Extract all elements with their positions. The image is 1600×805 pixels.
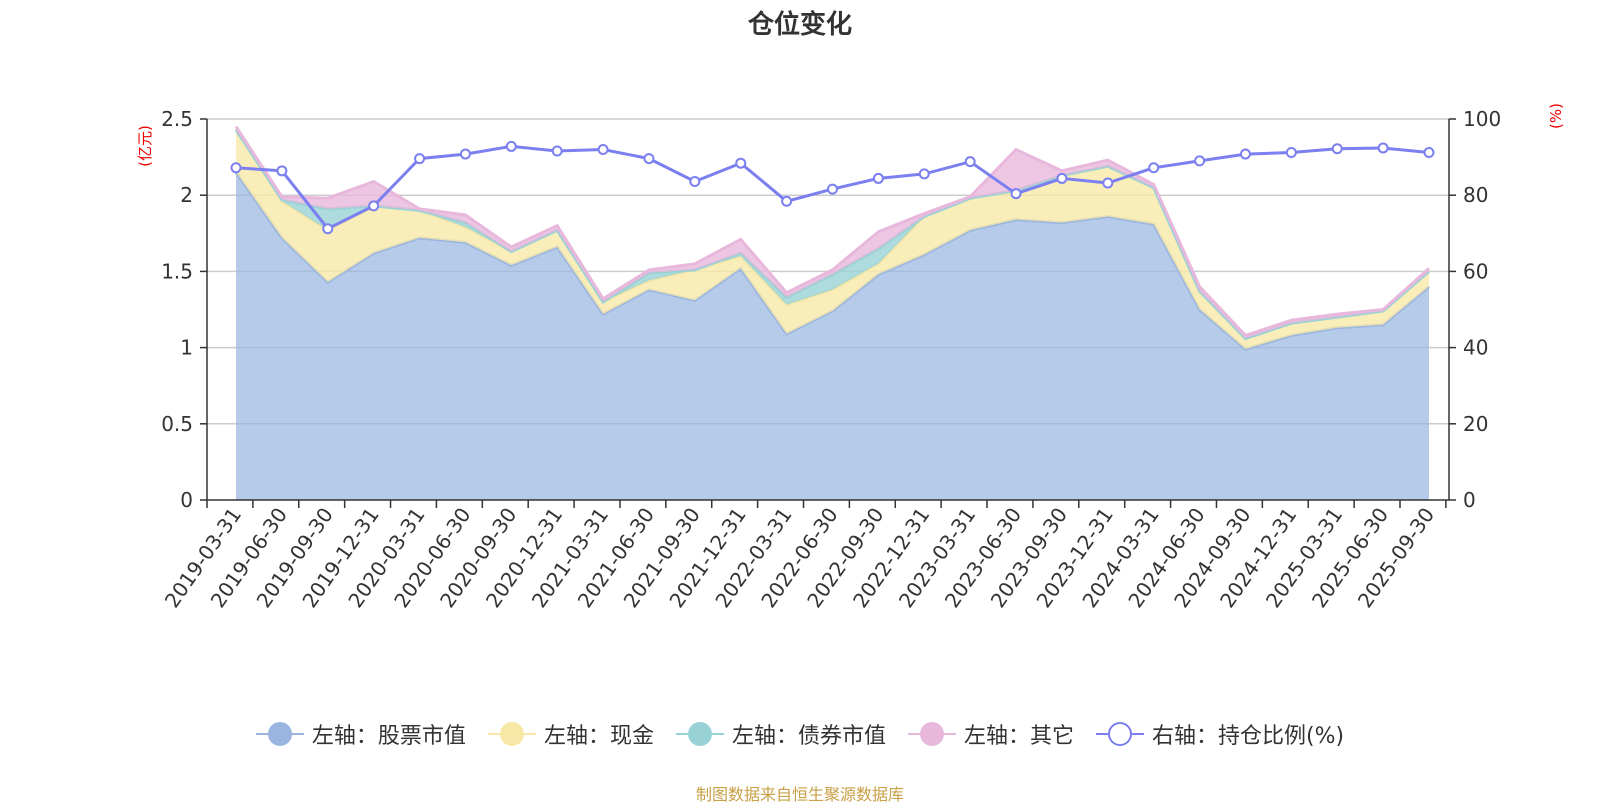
legend-label: 右轴：持仓比例(%)	[1151, 724, 1345, 749]
axes	[200, 118, 1456, 508]
y-right-tick-label: 80	[1463, 183, 1488, 207]
legend-item[interactable]: 左轴：债券市值	[675, 718, 886, 750]
y-right-tick-label: 40	[1463, 336, 1488, 360]
line-point	[459, 148, 471, 160]
legend-item[interactable]: 左轴：股票市值	[255, 718, 466, 750]
y-left-tick-label: 2.5	[161, 107, 193, 131]
area-series	[234, 125, 1431, 501]
area-左轴：现金	[236, 129, 1429, 350]
chart-title: 仓位变化	[747, 10, 852, 40]
legend-symbol-icon	[1095, 722, 1144, 746]
legend-symbol-icon	[255, 722, 304, 746]
line-point	[872, 172, 884, 184]
chart-plot: 0 00.5 201 401.5 602 802.5 1002019-03-312019-0…	[136, 103, 1565, 612]
legend-item[interactable]: 右轴：持仓比例(%)	[1095, 718, 1345, 750]
area-edge-左轴：其它	[234, 125, 1431, 338]
line-series	[230, 140, 1435, 235]
legend-symbol-icon	[487, 722, 536, 746]
line-point	[1010, 188, 1022, 200]
y-right-tick-label: 100	[1463, 107, 1501, 131]
legend-item[interactable]: 左轴：其它	[907, 718, 1074, 750]
y-left-tick-label: 0.5	[161, 412, 193, 436]
line-point	[1285, 147, 1297, 159]
line-point	[781, 195, 793, 207]
line-point	[1148, 162, 1160, 174]
line-point	[551, 145, 563, 157]
y-left-unit-label: (亿元)	[136, 125, 154, 167]
legend-label: 左轴：现金	[543, 724, 654, 749]
line-point	[276, 165, 288, 177]
line-point	[964, 156, 976, 168]
line-point	[505, 140, 517, 152]
line-point	[1056, 172, 1068, 184]
line-point	[368, 200, 380, 212]
legend-symbol-icon	[907, 722, 956, 746]
y-right-unit-label: (%)	[1547, 103, 1565, 129]
legend: 左轴：股票市值 左轴：现金 左轴：债券市值 左轴：其它 右轴：持仓比例(%)	[0, 718, 1600, 750]
legend-label: 左轴：债券市值	[731, 724, 886, 749]
legend-label: 左轴：其它	[963, 724, 1074, 749]
line-point	[414, 153, 426, 165]
line-point	[689, 175, 701, 187]
y-left-tick-label: 1.5	[161, 259, 193, 283]
legend-symbol-icon	[675, 722, 724, 746]
line-point	[1377, 142, 1389, 154]
line-point	[1331, 143, 1343, 155]
area-左轴：股票市值	[236, 172, 1429, 501]
y-right-tick-label: 20	[1463, 412, 1488, 436]
y-left-tick-label: 0	[180, 488, 193, 512]
line-point	[1102, 177, 1114, 189]
y-left-tick-label: 2	[180, 183, 193, 207]
y-right-tick-label: 60	[1463, 259, 1488, 283]
legend-label: 左轴：股票市值	[311, 724, 466, 749]
line-point	[1239, 148, 1251, 160]
legend-item[interactable]: 左轴：现金	[487, 718, 654, 750]
line-point	[1194, 155, 1206, 167]
data-source-note: 制图数据来自恒生聚源数据库	[695, 785, 904, 804]
line-point	[597, 143, 609, 155]
line-point	[735, 157, 747, 169]
line-point	[827, 183, 838, 195]
y-left-tick-label: 1	[180, 336, 193, 360]
y-right-tick-label: 0	[1463, 488, 1476, 512]
line-point	[918, 168, 930, 180]
line-point	[643, 153, 655, 165]
line-point	[1423, 147, 1435, 159]
line-point	[230, 162, 242, 174]
line-point	[322, 223, 334, 235]
